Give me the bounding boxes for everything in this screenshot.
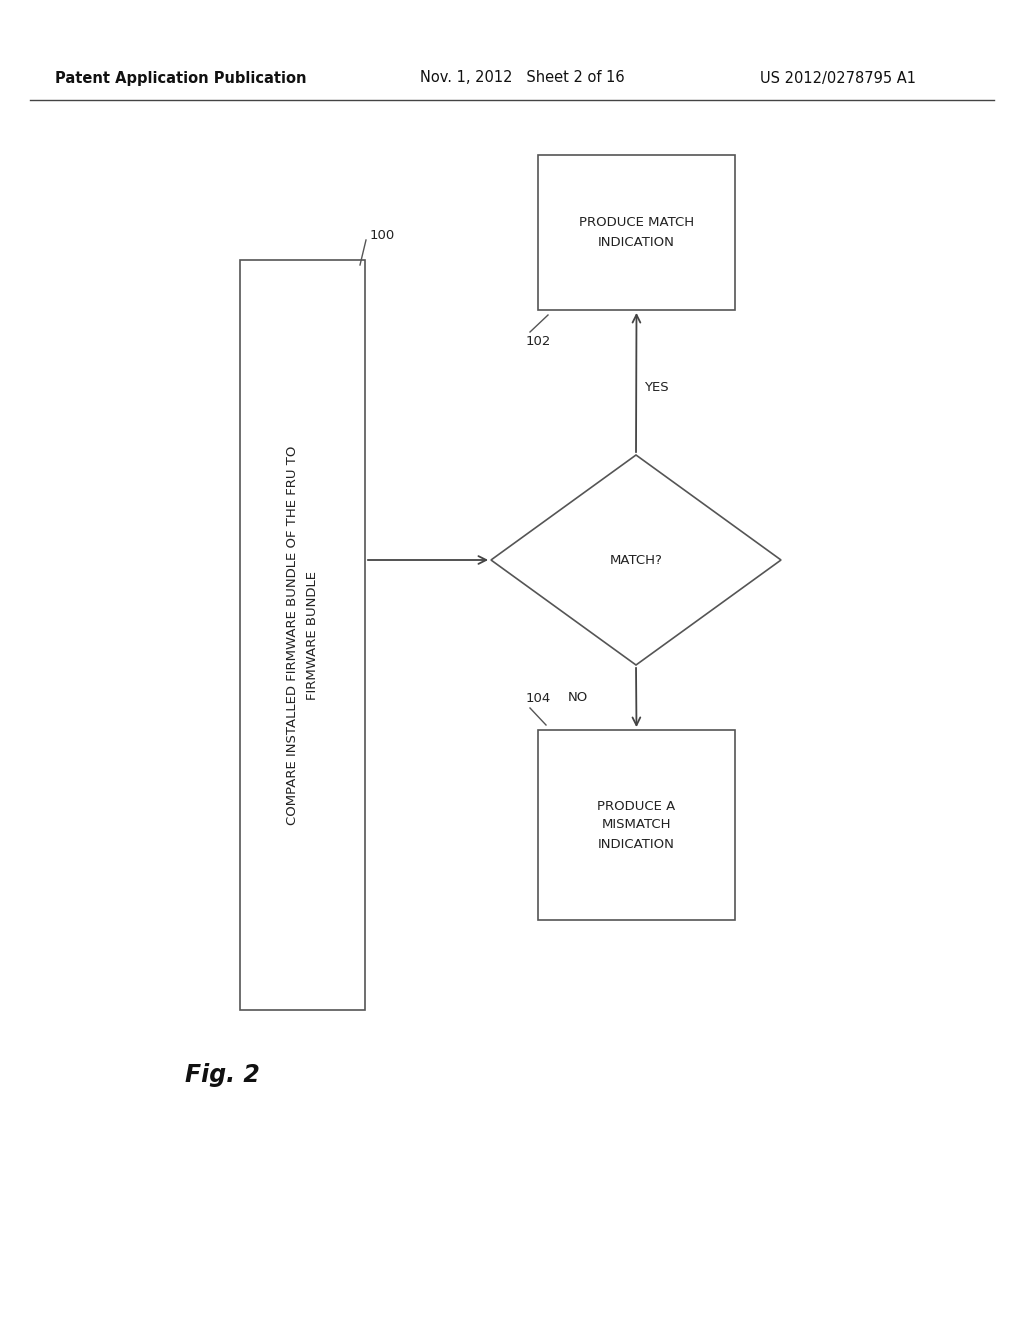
Text: NO: NO bbox=[568, 690, 588, 704]
Text: PRODUCE MATCH
INDICATION: PRODUCE MATCH INDICATION bbox=[579, 216, 694, 248]
Bar bbox=[538, 730, 735, 920]
Text: COMPARE INSTALLED FIRMWARE BUNDLE OF THE FRU TO
FIRMWARE BUNDLE: COMPARE INSTALLED FIRMWARE BUNDLE OF THE… bbox=[287, 445, 318, 825]
Text: Nov. 1, 2012   Sheet 2 of 16: Nov. 1, 2012 Sheet 2 of 16 bbox=[420, 70, 625, 86]
Text: 104: 104 bbox=[526, 692, 551, 705]
Text: 102: 102 bbox=[526, 335, 551, 348]
Bar bbox=[240, 260, 365, 1010]
Polygon shape bbox=[490, 455, 781, 665]
Text: PRODUCE A
MISMATCH
INDICATION: PRODUCE A MISMATCH INDICATION bbox=[597, 800, 676, 850]
Text: 100: 100 bbox=[370, 228, 395, 242]
Bar bbox=[538, 154, 735, 310]
Text: Fig. 2: Fig. 2 bbox=[185, 1063, 260, 1086]
Text: YES: YES bbox=[644, 381, 669, 393]
Text: MATCH?: MATCH? bbox=[609, 553, 663, 566]
Text: US 2012/0278795 A1: US 2012/0278795 A1 bbox=[760, 70, 916, 86]
Text: Patent Application Publication: Patent Application Publication bbox=[55, 70, 306, 86]
